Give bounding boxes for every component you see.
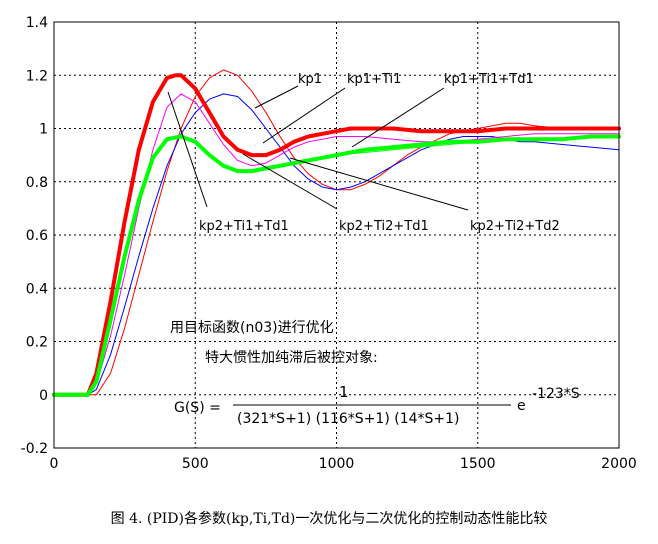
label-kp1: kp1 <box>298 72 322 87</box>
transfer-function: G(S) = 1 (321*S+1) (116*S+1) (14*S+1) e … <box>174 383 580 427</box>
axis-ticks: 0 500 1000 1500 2000-0.200.20.40.60.811.21.4 <box>21 15 637 472</box>
plot-frame <box>53 21 620 449</box>
formula-exp-base: e <box>517 398 526 414</box>
y-tick-label: 1.4 <box>26 15 48 31</box>
formula-denominator: (321*S+1) (116*S+1) (14*S+1) <box>237 411 460 427</box>
x-tick-label: 1500 <box>460 456 496 472</box>
y-tick-label: 0.6 <box>26 228 48 244</box>
label-kp1-ti1-td1: kp1+Ti1+Td1 <box>444 72 534 87</box>
y-tick-label: 1.2 <box>26 68 48 84</box>
pointer-kp1-ti1-td1 <box>351 87 445 148</box>
pointer-kp2-ti2-td1 <box>242 153 338 210</box>
response-chart: 0 500 1000 1500 2000-0.200.20.40.60.811.21.4… <box>21 15 637 472</box>
formula-exponent: -123*S <box>532 386 580 402</box>
pointer-kp1-ti1 <box>262 87 346 144</box>
label-kp2-ti2-td2: kp2+Ti2+Td2 <box>470 219 560 234</box>
pointer-kp2-ti2-td2 <box>289 157 469 211</box>
series-line-kp1 <box>53 69 620 396</box>
y-tick-label: 0.2 <box>26 335 48 351</box>
y-tick-label: 0.8 <box>26 175 48 191</box>
optimize-annotation: 用目标函数(n03)进行优化 <box>170 320 334 336</box>
figure-caption: 图 4. (PID)各参数(kp,Ti,Td)一次优化与二次优化的控制动态性能比… <box>110 511 548 527</box>
label-kp2-ti1-td1: kp2+Ti1+Td1 <box>199 219 289 234</box>
y-tick-label: 1 <box>39 122 48 138</box>
y-tick-label: 0.4 <box>26 281 48 297</box>
plant-annotation: 特大惯性加纯滞后被控对象: <box>205 349 378 366</box>
label-pointers <box>167 85 469 211</box>
formula-numerator: 1 <box>339 383 349 401</box>
series-line-kp1-ti1 <box>53 93 620 396</box>
y-tick-label: 0 <box>39 388 48 404</box>
series-group <box>52 69 621 397</box>
series-line-kp2-ti2-td2 <box>336 136 620 156</box>
label-kp1-ti1: kp1+Ti1 <box>347 72 401 87</box>
x-tick-label: 500 <box>182 456 209 472</box>
x-tick-label: 1000 <box>319 456 355 472</box>
x-tick-label: 0 <box>50 456 59 472</box>
formula-lhs: G(S) = <box>174 400 221 416</box>
x-tick-label: 2000 <box>601 456 637 472</box>
pointer-kp1 <box>254 85 299 109</box>
y-tick-label: -0.2 <box>21 441 48 457</box>
label-kp2-ti2-td1: kp2+Ti2+Td1 <box>339 219 429 234</box>
pointer-kp2-ti1-td1 <box>167 91 208 208</box>
series-line-kp2-ti1-td1 <box>52 73 621 397</box>
